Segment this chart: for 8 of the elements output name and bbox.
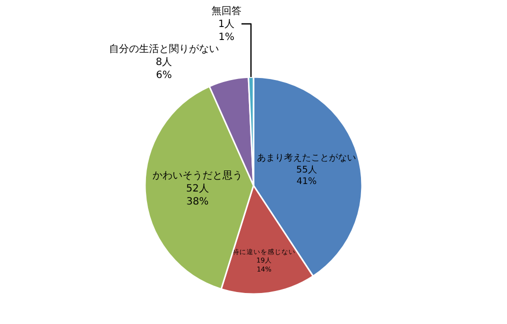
data-label: 52人 38% xyxy=(186,183,209,208)
slice-label: あまり考えたことがない xyxy=(257,152,356,164)
slice-label: かわいそうだと思う xyxy=(152,170,243,182)
slice-label: 無回答 xyxy=(211,4,242,17)
data-label: 1人 1% xyxy=(218,18,235,43)
data-label: 55人 41% xyxy=(296,164,318,188)
slice-label: 自分の生活と関りがない xyxy=(108,42,219,55)
data-label: 8人 6% xyxy=(156,56,172,81)
